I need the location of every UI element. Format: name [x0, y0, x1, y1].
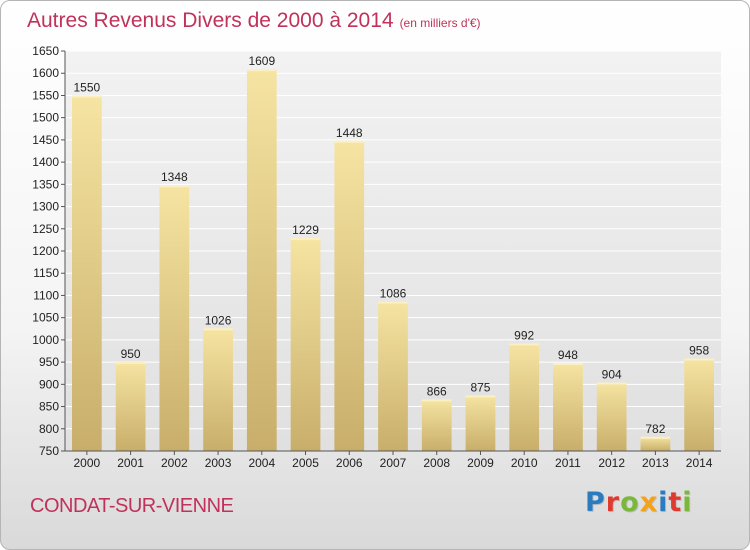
y-tick-label: 1050	[32, 311, 59, 325]
x-tick-label-2004: 2004	[248, 456, 275, 470]
bar-2000	[71, 95, 102, 451]
bar-top-highlight	[421, 399, 452, 402]
data-label-2005: 1229	[292, 223, 319, 237]
y-tick-label: 1650	[32, 44, 59, 58]
bar-top-highlight	[378, 301, 408, 304]
logo-letter: P	[585, 487, 606, 518]
bar-2008	[421, 399, 452, 451]
y-tick-label: 1000	[32, 333, 59, 347]
logo-letter: r	[605, 487, 621, 518]
bars	[71, 69, 715, 451]
y-tick-label: 950	[39, 355, 59, 369]
bar-2003	[203, 328, 233, 451]
bar-2009	[465, 395, 496, 451]
bar-2001	[115, 362, 146, 451]
data-label-2008: 866	[427, 384, 447, 398]
logo-letter: o	[620, 487, 640, 518]
data-label-2013: 782	[645, 422, 665, 436]
proxiti-logo: Proxiti	[585, 487, 693, 518]
y-tick-label: 1200	[32, 244, 59, 258]
bar-top-highlight	[509, 343, 540, 346]
chart-title: Autres Revenus Divers de 2000 à 2014	[27, 9, 394, 32]
x-tick-label-2001: 2001	[117, 456, 144, 470]
y-tick-label: 1550	[32, 88, 59, 102]
bar-2010	[509, 343, 540, 451]
y-tick-label: 1350	[32, 177, 59, 191]
y-tick-label: 1600	[32, 66, 59, 80]
logo-letter: x	[639, 487, 659, 518]
data-label-2000: 1550	[74, 80, 101, 94]
data-label-2011: 948	[558, 348, 578, 362]
logo-letter: t	[668, 487, 683, 518]
x-tick-label-2014: 2014	[686, 456, 713, 470]
bar-top-highlight	[553, 363, 583, 365]
x-tick-label-2008: 2008	[423, 456, 450, 470]
x-tick-label-2007: 2007	[380, 456, 407, 470]
logo-letter: i	[658, 487, 669, 518]
x-tick-label-2005: 2005	[292, 456, 319, 470]
x-tick-label-2010: 2010	[511, 456, 538, 470]
bar-top-highlight	[159, 185, 190, 188]
x-tick-label-2006: 2006	[336, 456, 363, 470]
bar-2014	[684, 358, 715, 451]
bar-top-highlight	[71, 95, 102, 98]
bar-2011	[553, 363, 583, 451]
bar-2013	[640, 436, 671, 451]
data-labels: 1550 950 1348 1026 1609 1229 1448 1086 866 875 992…	[74, 54, 710, 436]
y-tick-label: 1450	[32, 133, 59, 147]
bar-2004	[246, 69, 277, 451]
y-tick-label: 850	[39, 400, 59, 414]
bar-top-highlight	[684, 358, 715, 361]
bar-2012	[596, 382, 627, 451]
x-axis: 2000 2001 2002 2003 2004 2005 2006 2007 2008 2009…	[65, 450, 721, 470]
data-label-2014: 958	[689, 344, 709, 358]
bar-top-highlight	[334, 140, 365, 143]
x-tick-label-2012: 2012	[598, 456, 625, 470]
y-tick-label: 1300	[32, 200, 59, 214]
bar-top-highlight	[465, 395, 496, 398]
bar-top-highlight	[203, 328, 233, 331]
x-tick-label-2002: 2002	[161, 456, 188, 470]
data-label-2003: 1026	[205, 313, 232, 327]
data-label-2012: 904	[602, 368, 622, 382]
data-label-2009: 875	[470, 380, 490, 394]
bar-top-highlight	[596, 382, 627, 385]
y-tick-label: 1100	[33, 288, 59, 302]
x-tick-label-2009: 2009	[467, 456, 494, 470]
data-label-2004: 1609	[248, 54, 275, 68]
data-label-2007: 1086	[380, 287, 407, 301]
y-tick-label: 1400	[32, 155, 59, 169]
x-tick-label-2013: 2013	[642, 456, 669, 470]
y-tick-label: 750	[39, 444, 59, 458]
y-axis: 750 800 850 900 950 1000 1050 1100 1150 1200 1250 1…	[32, 44, 66, 458]
y-tick-label: 1150	[33, 266, 59, 280]
chart-subtitle: (en milliers d'€)	[399, 16, 481, 30]
bar-2007	[378, 301, 408, 451]
x-tick-label-2000: 2000	[74, 456, 101, 470]
data-label-2006: 1448	[336, 126, 363, 140]
y-tick-label: 1500	[32, 111, 59, 125]
x-tick-label-2011: 2011	[555, 456, 581, 470]
bar-top-highlight	[640, 436, 671, 439]
y-tick-label: 900	[39, 377, 59, 391]
bar-2006	[334, 140, 365, 451]
data-label-2010: 992	[514, 328, 534, 342]
y-tick-label: 800	[39, 422, 59, 436]
x-tick-label-2003: 2003	[205, 456, 232, 470]
bar-top-highlight	[246, 69, 277, 72]
data-label-2002: 1348	[161, 170, 188, 184]
data-label-2001: 950	[121, 347, 141, 361]
commune-name: CONDAT-SUR-VIENNE	[30, 495, 234, 517]
bar-2002	[159, 185, 190, 451]
logo-letter: i	[682, 487, 693, 518]
bar-top-highlight	[290, 238, 321, 241]
bar-top-highlight	[115, 362, 146, 365]
bar-2005	[290, 238, 321, 451]
chart-title-block: Autres Revenus Divers de 2000 à 2014 (en …	[27, 9, 481, 33]
y-tick-label: 1250	[32, 222, 59, 236]
